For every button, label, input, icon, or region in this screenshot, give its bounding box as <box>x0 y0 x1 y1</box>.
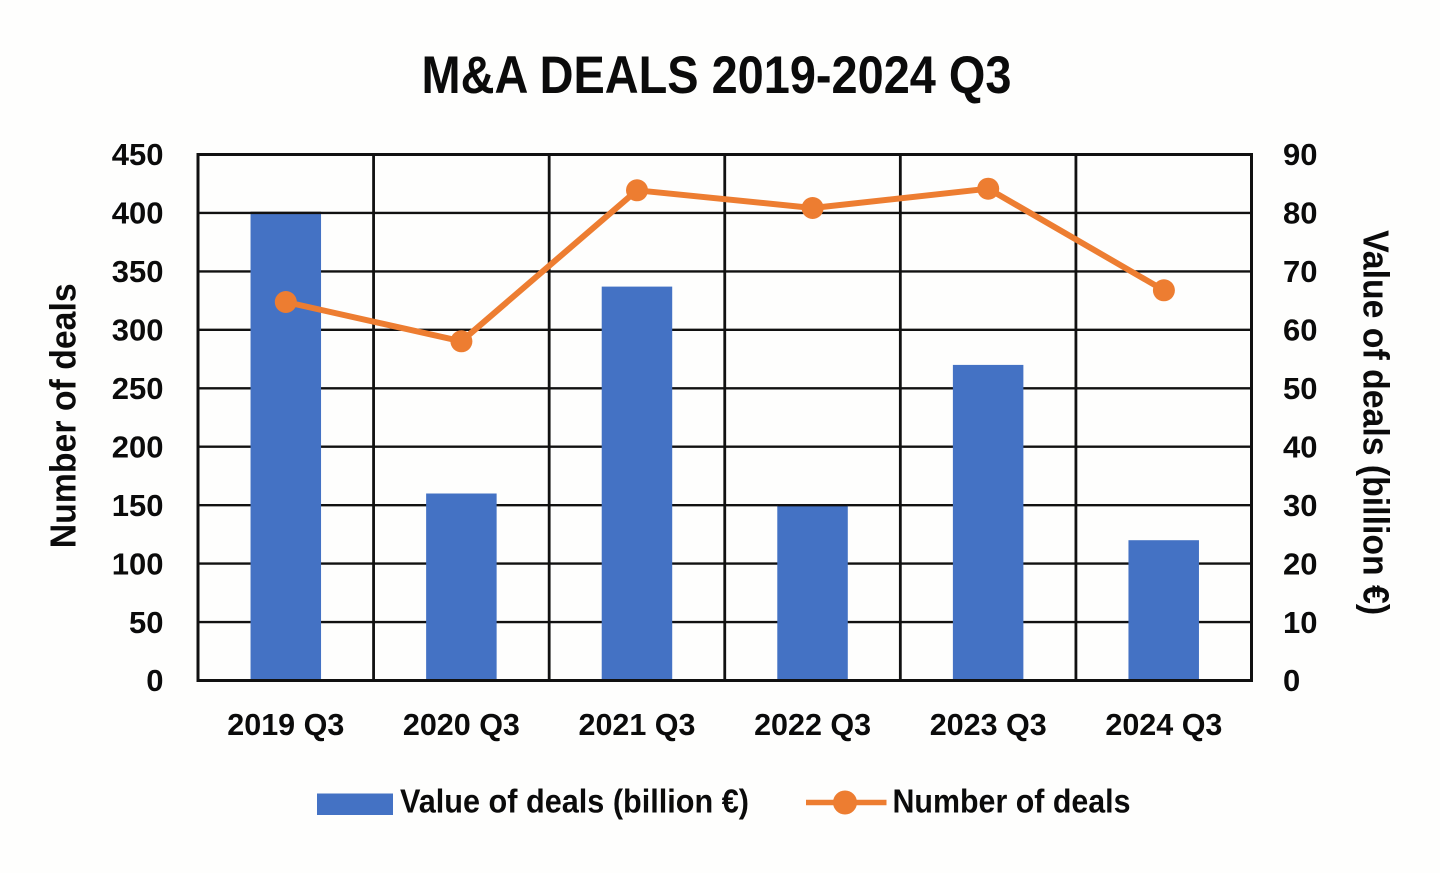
svg-text:250: 250 <box>112 371 164 406</box>
svg-text:2021 Q3: 2021 Q3 <box>579 707 696 742</box>
svg-text:M&A DEALS 2019-2024 Q3: M&A DEALS 2019-2024 Q3 <box>422 46 1012 105</box>
svg-text:350: 350 <box>112 254 164 289</box>
svg-text:2020 Q3: 2020 Q3 <box>403 707 520 742</box>
svg-text:50: 50 <box>129 605 163 640</box>
svg-text:150: 150 <box>112 488 164 523</box>
svg-text:Value of deals (billion €): Value of deals (billion €) <box>1356 230 1397 615</box>
svg-text:450: 450 <box>112 137 164 172</box>
svg-text:90: 90 <box>1283 137 1317 172</box>
svg-text:2019 Q3: 2019 Q3 <box>227 707 344 742</box>
svg-text:2024 Q3: 2024 Q3 <box>1105 707 1222 742</box>
svg-text:200: 200 <box>112 429 164 464</box>
svg-text:2023 Q3: 2023 Q3 <box>930 707 1047 742</box>
svg-text:2022 Q3: 2022 Q3 <box>754 707 871 742</box>
svg-text:Number of deals: Number of deals <box>43 283 84 548</box>
svg-text:50: 50 <box>1283 371 1317 406</box>
svg-text:100: 100 <box>112 546 164 581</box>
svg-text:400: 400 <box>112 196 164 231</box>
svg-text:10: 10 <box>1283 605 1317 640</box>
svg-text:Number of deals: Number of deals <box>893 783 1131 820</box>
svg-text:300: 300 <box>112 313 164 348</box>
svg-text:0: 0 <box>146 663 163 698</box>
svg-text:Value of deals (billion €): Value of deals (billion €) <box>400 783 749 820</box>
svg-text:70: 70 <box>1283 254 1317 289</box>
svg-text:30: 30 <box>1283 488 1317 523</box>
svg-text:0: 0 <box>1283 663 1300 698</box>
svg-text:40: 40 <box>1283 429 1317 464</box>
svg-text:20: 20 <box>1283 546 1317 581</box>
svg-text:60: 60 <box>1283 313 1317 348</box>
svg-text:80: 80 <box>1283 196 1317 231</box>
